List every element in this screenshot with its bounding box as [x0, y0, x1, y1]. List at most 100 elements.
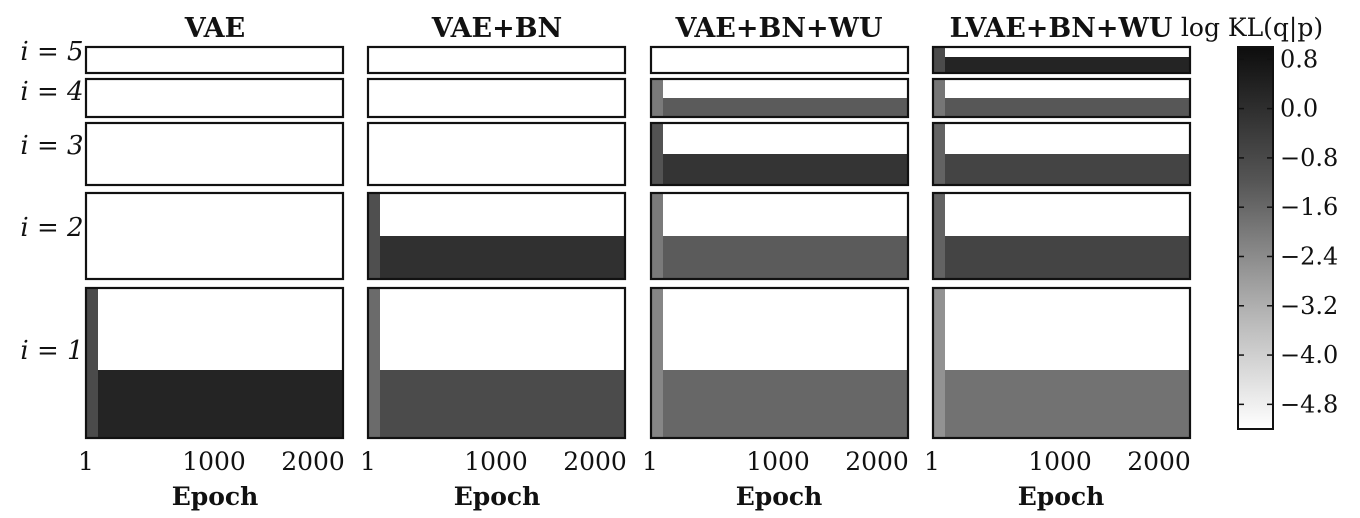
cell-frame: [931, 121, 1192, 187]
row-label-i2: i = 2: [20, 213, 83, 243]
x-tick-1000: 1000: [1028, 447, 1092, 476]
cell-frame: [84, 45, 345, 75]
row-label-i5: i = 5: [20, 37, 83, 67]
heatmap-cell-early: [368, 47, 380, 73]
cell-background: [651, 47, 908, 73]
cell-frame: [84, 286, 345, 440]
cell-background: [86, 123, 343, 185]
heatmap-cell-early: [86, 47, 98, 73]
colorbar-tick-label: 0.8: [1280, 45, 1318, 73]
x-tick-2000: 2000: [845, 447, 909, 476]
cell-background: [368, 123, 625, 185]
colorbar: [1237, 46, 1274, 430]
heatmap-cell-early: [933, 193, 945, 279]
heatmap-cell-early: [86, 193, 98, 279]
colorbar-tick-label: −4.8: [1280, 390, 1338, 418]
cell-frame: [931, 191, 1192, 281]
row-label-i1: i = 1: [20, 336, 83, 366]
cell-frame: [649, 45, 910, 75]
cell-frame: [84, 191, 345, 281]
colorbar-tick-label: −1.6: [1280, 193, 1338, 221]
x-tick-1000: 1000: [464, 447, 528, 476]
heatmap-cell: [663, 154, 908, 185]
panel-title-lvae-bn-wu: LVAE+BN+WU: [950, 13, 1173, 44]
heatmap-cell-early: [368, 123, 380, 185]
cell-frame: [931, 286, 1192, 440]
heatmap-cell: [663, 236, 908, 279]
cell-background: [86, 193, 343, 279]
heatmap-cell-early: [86, 288, 98, 438]
cell-frame: [931, 45, 1192, 75]
colorbar-tick-label: −0.8: [1280, 144, 1338, 172]
x-tick-1000: 1000: [746, 447, 810, 476]
x-tick-1: 1: [360, 447, 376, 476]
cell-frame: [931, 77, 1192, 119]
x-tick-2000: 2000: [281, 447, 345, 476]
heatmap-cell: [945, 57, 1190, 73]
heatmap-cell: [945, 236, 1190, 279]
row-label-i4: i = 4: [20, 77, 83, 107]
heatmap-cell: [98, 370, 343, 438]
heatmap-cell-early: [651, 193, 663, 279]
x-axis-label: Epoch: [172, 482, 259, 511]
heatmap-cell: [663, 370, 908, 438]
cell-background: [368, 79, 625, 117]
x-axis-lvae-bn-wu: 1 1000 2000 Epoch: [924, 447, 1191, 511]
heatmap-cell: [380, 236, 625, 279]
colorbar-ticks: 0.8 0.0 −0.8 −1.6 −2.4 −3.2 −4.0 −4.8: [1238, 45, 1338, 418]
heatmap-cell-early: [86, 123, 98, 185]
heatmap-cell: [945, 154, 1190, 185]
heatmap-cell-early: [933, 123, 945, 185]
heatmap-cell-early: [86, 79, 98, 117]
cell-background: [86, 79, 343, 117]
x-tick-2000: 2000: [563, 447, 627, 476]
x-tick-1000: 1000: [182, 447, 246, 476]
cell-frame: [649, 77, 910, 119]
x-axis-label: Epoch: [454, 482, 541, 511]
heatmap-cell: [945, 98, 1190, 117]
heatmap-cell-early: [368, 79, 380, 117]
row-label-i3: i = 3: [20, 131, 83, 161]
heatmap-cell-early: [651, 79, 663, 117]
cell-background: [368, 47, 625, 73]
heatmap-cell-early: [651, 288, 663, 438]
cell-frame: [366, 45, 627, 75]
x-tick-1: 1: [642, 447, 658, 476]
x-axis-label: Epoch: [736, 482, 823, 511]
heatmap-cell: [663, 98, 908, 117]
heatmap-cell-early: [651, 47, 663, 73]
cell-frame: [84, 77, 345, 119]
heatmap-cell-early: [368, 193, 380, 279]
cell-frame: [366, 121, 627, 187]
cell-frame: [84, 121, 345, 187]
panel-title-vae-bn-wu: VAE+BN+WU: [675, 13, 883, 44]
heatmap-cell: [945, 370, 1190, 438]
colorbar-tick-label: −4.0: [1280, 341, 1338, 369]
colorbar-tick-label: −3.2: [1280, 292, 1338, 320]
panel-title-vae: VAE: [184, 13, 245, 44]
colorbar-title: log KL(q|p): [1181, 13, 1323, 43]
panel-title-vae-bn: VAE+BN: [431, 13, 563, 44]
heatmap-cell-early: [651, 123, 663, 185]
heatmap-cell: [380, 370, 625, 438]
cell-background: [86, 47, 343, 73]
colorbar-tick-label: 0.0: [1280, 95, 1318, 123]
x-axis-label: Epoch: [1018, 482, 1105, 511]
cell-frame: [649, 286, 910, 440]
heatmap-cell-early: [933, 47, 945, 73]
heatmap-cell-early: [368, 288, 380, 438]
cell-frame: [366, 191, 627, 281]
x-axis-vae-bn-wu: 1 1000 2000 Epoch: [642, 447, 909, 511]
x-axis-vae-bn: 1 1000 2000 Epoch: [360, 447, 627, 511]
heatmap-cell-early: [933, 288, 945, 438]
cell-frame: [649, 121, 910, 187]
x-axis-vae: 1 1000 2000 Epoch: [78, 447, 345, 511]
cell-frame: [366, 286, 627, 440]
x-tick-2000: 2000: [1127, 447, 1191, 476]
x-tick-1: 1: [78, 447, 94, 476]
colorbar-tick-label: −2.4: [1280, 242, 1338, 270]
cell-frame: [366, 77, 627, 119]
heatmap-cells: [84, 45, 1192, 440]
cell-frame: [649, 191, 910, 281]
